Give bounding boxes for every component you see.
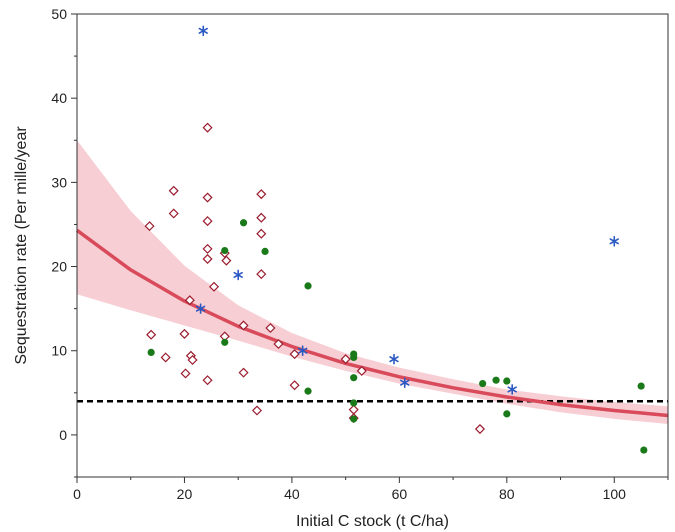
circle-point [503,410,511,418]
fit-curve [75,228,669,418]
asterisk-point [198,25,208,37]
diamond-point [202,375,213,386]
asterisk-point [609,235,619,247]
diamond-point [356,365,367,376]
diamond-point [251,405,263,416]
x-tick-label: 80 [499,486,515,502]
x-tick-label: 60 [392,486,408,502]
diamond-point [202,216,213,227]
diamond-point [221,255,232,266]
circle-point [479,379,487,388]
circle-point [261,247,269,255]
diamond-point [208,281,220,292]
circle-point [350,415,358,423]
asterisk-point [195,303,206,314]
x-tick-label: 20 [177,486,193,502]
y-tick-label: 40 [51,90,67,106]
asterisk-point [233,269,243,281]
circle-point [640,446,648,454]
x-tick-label: 0 [73,486,81,502]
circle-point [221,338,229,346]
circle-point [350,353,358,362]
diamond-point [238,367,249,378]
y-tick-label: 0 [59,427,67,443]
diamond-point [179,328,190,339]
fit-curve-layer [75,228,669,418]
diamond-point [256,228,267,239]
x-tick-label: 100 [603,486,627,502]
asterisk-point [507,384,517,395]
plot-frame [76,13,669,478]
x-axis-label: Initial C stock (t C/ha) [296,513,449,530]
y-tick-label: 30 [51,174,67,190]
y-axis-label: Sequestration rate (Per mille/year [13,126,30,365]
y-tick-label: 10 [51,343,67,359]
diamond-point [256,212,267,223]
diamond-point [289,380,300,391]
circle-point [147,348,155,357]
axes-layer: 0 20 40 60 80 100 0 10 20 30 40 50 [51,6,669,502]
asterisk-point [400,377,410,389]
diamond-point [256,269,267,280]
diamond-point [168,208,179,219]
circle-point [221,246,229,255]
diamond-point [180,368,191,379]
diamond-point [184,295,195,306]
asterisk-point [389,353,399,365]
circle-point [350,374,358,382]
diamond-point [256,189,267,200]
circle-point [503,377,511,385]
y-tick-label: 50 [51,6,67,22]
diamond-point [144,221,155,232]
diamond-point [187,354,198,366]
circle-point [304,282,312,290]
asterisk-point [297,345,308,357]
diamond-point [202,243,213,254]
diamond-point [202,192,213,203]
diamond-point [340,354,351,365]
diamond-point [202,122,213,133]
diamond-point [474,423,486,435]
circle-point [304,387,312,395]
diamond-point [289,349,300,360]
y-tick-label: 20 [51,259,67,275]
diamond-point [238,320,249,331]
diamond-point [146,329,157,340]
circle-point [637,382,645,390]
diamond-point [273,338,284,350]
confidence-band-layer [77,140,668,425]
diamond-point [160,352,171,363]
circle-point [239,219,248,227]
confidence-band [77,140,668,425]
diamond-point [265,322,276,334]
diamond-point [168,185,179,196]
x-tick-label: 40 [284,486,300,502]
diamond-point [202,253,213,265]
circle-point [492,376,500,384]
circle-point [350,399,358,407]
data-points-layer [144,25,648,454]
